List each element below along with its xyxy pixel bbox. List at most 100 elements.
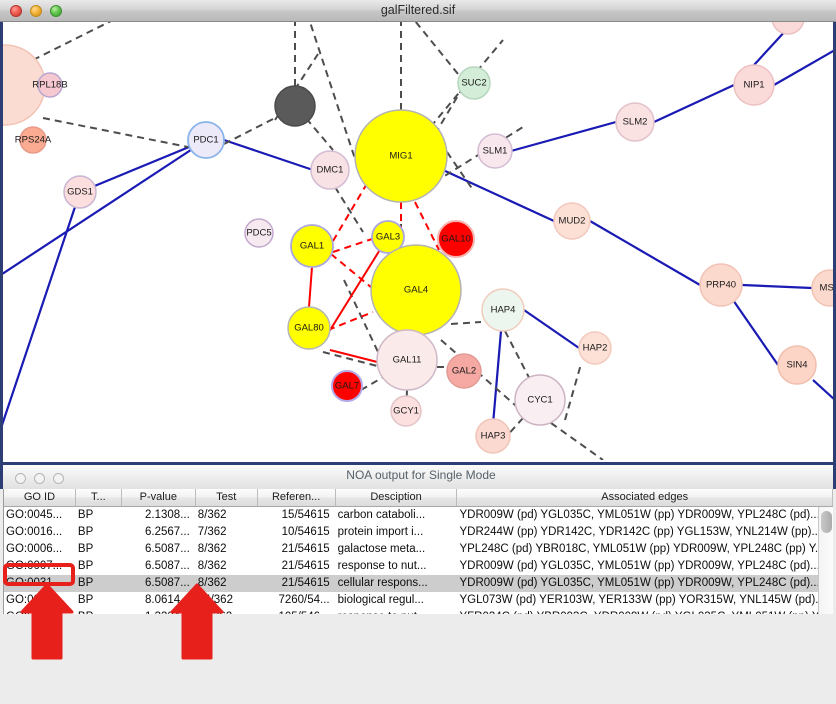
- column-header-test[interactable]: Test: [196, 489, 258, 506]
- node-MUD2[interactable]: [553, 202, 591, 240]
- cell-ref: 10/54615: [281, 526, 330, 538]
- minimize-button[interactable]: [30, 5, 42, 17]
- cell-pvalue: 1.3324...: [122, 609, 196, 614]
- cell-edges: YGL073W (pd) YER103W, YER133W (pp) YOR31…: [459, 594, 825, 606]
- node-GAL1[interactable]: [290, 224, 334, 268]
- cell-ref: 15/54615: [281, 509, 330, 521]
- cell-ref: 105/546...: [258, 609, 336, 614]
- node-SLM2[interactable]: [615, 102, 655, 142]
- network-edges: [3, 22, 833, 460]
- cell-type: BP: [76, 609, 122, 614]
- node-PDC5[interactable]: [244, 218, 274, 248]
- cell-test: 7/362: [197, 526, 227, 538]
- column-header-type[interactable]: T...: [76, 489, 122, 506]
- cell-desc: protein import i...: [337, 526, 424, 538]
- node-GAL80[interactable]: [287, 306, 331, 350]
- node-DMC1[interactable]: [310, 150, 350, 190]
- noa-close-button[interactable]: [15, 473, 26, 484]
- cell-go-id: GO:0006...: [6, 543, 63, 555]
- node-RPS24A[interactable]: [19, 126, 47, 154]
- table-row[interactable]: GO:0031...BP1.3324...11/362105/546...res…: [4, 609, 833, 614]
- node-unlabeled-topright[interactable]: [771, 22, 805, 35]
- cell-type: BP: [77, 543, 94, 555]
- node-GAL10[interactable]: [437, 220, 475, 258]
- cell-ref: 21/54615: [281, 543, 330, 555]
- cell-edges: YPL248C (pd) YBR018C, YML051W (pp) YDR00…: [459, 543, 825, 555]
- cell-edges: YFR034C (pd) YBR093C, YDR009W (pd) YGL03…: [457, 609, 833, 614]
- column-header-go-id[interactable]: GO ID: [4, 489, 76, 506]
- table-row[interactable]: GO:0045... BP 2.1308... 8/362 15/54615 carbon…: [4, 507, 833, 524]
- window-titlebar: galFiltered.sif: [0, 0, 836, 22]
- zoom-button[interactable]: [50, 5, 62, 17]
- node-PRP40[interactable]: [699, 263, 743, 307]
- cell-test: 94/362: [197, 594, 233, 606]
- cell-test: 8/362: [197, 509, 227, 521]
- cell-edges: YDR009W (pd) YGL035C, YML051W (pp) YDR00…: [459, 509, 820, 521]
- node-HAP3[interactable]: [475, 418, 511, 454]
- node-GDS1[interactable]: [63, 175, 97, 209]
- noa-zoom-button[interactable]: [53, 473, 64, 484]
- node-NIP1[interactable]: [733, 64, 775, 106]
- column-header-description[interactable]: Desciption: [336, 489, 458, 506]
- node-HAP4[interactable]: [481, 288, 525, 332]
- cell-test: 11/362: [196, 609, 258, 614]
- cell-edges: YDR009W (pd) YGL035C, YML051W (pp) YDR00…: [459, 560, 820, 572]
- cell-type: BP: [77, 509, 94, 521]
- node-GAL11[interactable]: [376, 329, 438, 391]
- node-GCY1[interactable]: [390, 395, 422, 427]
- cell-type: BP: [77, 577, 94, 589]
- cell-type: BP: [77, 526, 94, 538]
- node-HAP2[interactable]: [578, 331, 612, 365]
- node-unlabeled-gray[interactable]: [274, 85, 316, 127]
- cell-go-id: GO:0007...: [6, 560, 63, 572]
- table-body: GO:0045... BP 2.1308... 8/362 15/54615 carbon…: [4, 507, 833, 614]
- table-row[interactable]: GO:0031... BP 6.5087... 8/362 21/54615 cellul…: [4, 575, 833, 592]
- node-GAL7[interactable]: [331, 370, 363, 402]
- noa-titlebar: NOA output for Single Mode: [0, 462, 836, 489]
- column-header-associated-edges[interactable]: Associated edges: [457, 489, 833, 506]
- noa-minimize-button[interactable]: [34, 473, 45, 484]
- cell-go-id: GO:0031...: [4, 609, 76, 614]
- node-MSI[interactable]: [811, 269, 833, 307]
- table-row[interactable]: GO:0016... BP 6.2567... 7/362 10/54615 protei…: [4, 524, 833, 541]
- node-RPL18B[interactable]: [37, 72, 63, 98]
- table-row[interactable]: GO:0006... BP 6.5087... 8/362 21/54615 galact…: [4, 541, 833, 558]
- table-row[interactable]: GO:0065... BP 8.0614... 94/362 7260/54... bio…: [4, 592, 833, 609]
- column-header-reference[interactable]: Referen...: [258, 489, 336, 506]
- node-MIG1[interactable]: [354, 109, 448, 203]
- table-row[interactable]: GO:0007... BP 6.5087... 8/362 21/54615 respon…: [4, 558, 833, 575]
- window-title: galFiltered.sif: [380, 3, 456, 17]
- cell-pvalue: 2.1308...: [145, 509, 190, 521]
- node-SLM1[interactable]: [477, 133, 513, 169]
- node-GAL4[interactable]: [370, 244, 462, 336]
- table-header-row: GO ID T... P-value Test Referen... Desci…: [4, 489, 833, 507]
- cell-pvalue: 6.5087...: [145, 560, 190, 572]
- cell-type: BP: [77, 560, 94, 572]
- column-header-p-value[interactable]: P-value: [122, 489, 196, 506]
- node-GAL2[interactable]: [446, 353, 482, 389]
- scrollbar-thumb[interactable]: [821, 511, 832, 533]
- network-canvas[interactable]: RPL18B RPS24A GDS1 PDC1 PDC5 DMC1 MIG1 S…: [0, 22, 836, 462]
- cell-edges: YDR009W (pd) YGL035C, YML051W (pp) YDR00…: [459, 577, 820, 589]
- node-GAL3[interactable]: [371, 220, 405, 254]
- results-table[interactable]: GO ID T... P-value Test Referen... Desci…: [3, 489, 833, 614]
- cell-pvalue: 8.0614...: [145, 594, 190, 606]
- cell-go-id: GO:0065...: [6, 594, 63, 606]
- cell-ref: 7260/54...: [278, 594, 330, 606]
- node-SIN4[interactable]: [777, 345, 817, 385]
- node-SUC2[interactable]: [457, 66, 491, 100]
- cell-pvalue: 6.5087...: [145, 543, 190, 555]
- node-CYC1[interactable]: [514, 374, 566, 426]
- close-button[interactable]: [10, 5, 22, 17]
- cell-desc: response to nut...: [337, 560, 427, 572]
- cell-type: BP: [77, 594, 94, 606]
- cell-go-id: GO:0031...: [6, 577, 63, 589]
- node-PDC1[interactable]: [187, 121, 225, 159]
- cell-test: 8/362: [197, 577, 227, 589]
- cell-test: 8/362: [197, 543, 227, 555]
- cell-ref: 21/54615: [281, 560, 330, 572]
- cell-desc: cellular respons...: [337, 577, 428, 589]
- cell-go-id: GO:0045...: [6, 509, 63, 521]
- table-vertical-scrollbar[interactable]: [818, 507, 833, 614]
